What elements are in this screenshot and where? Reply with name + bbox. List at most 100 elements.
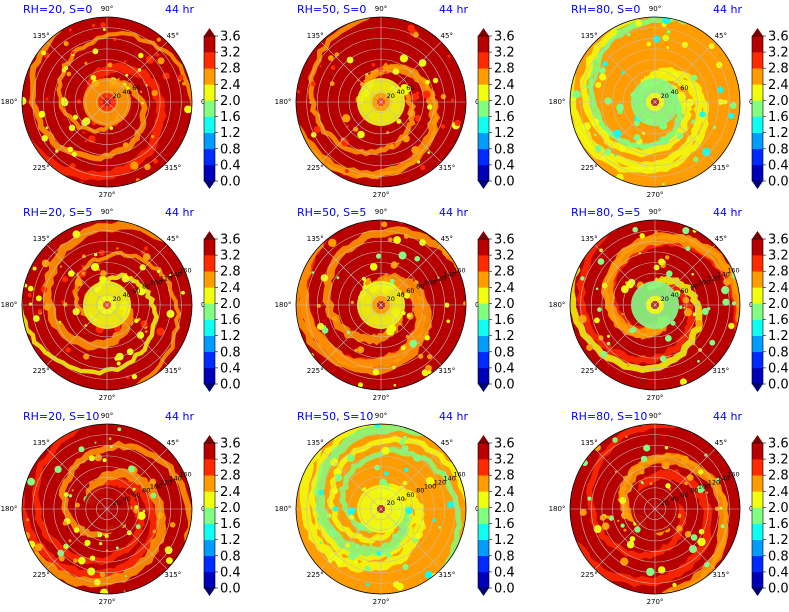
angular-gridline	[594, 41, 656, 103]
contour-cell	[666, 270, 673, 277]
colorbar-tick-label: 0.8	[768, 345, 789, 360]
contour-cell	[666, 30, 671, 34]
colorbar-band	[478, 255, 489, 272]
rain-band	[297, 240, 427, 369]
colorbar-band	[752, 539, 763, 557]
contour-cell	[137, 287, 146, 296]
colorbar-tick-label: 2.4	[494, 485, 515, 500]
contour-cell	[660, 355, 667, 363]
colorbar-band	[752, 555, 763, 573]
contour-cell	[438, 525, 442, 529]
contour-cell	[454, 119, 461, 126]
angle-tick-label: 315°	[712, 164, 729, 172]
contour-cell	[417, 160, 421, 164]
colorbar-tick-label: 3.2	[494, 249, 515, 264]
colorbar-tick-label: 1.6	[220, 110, 241, 125]
contour-cell	[126, 530, 132, 536]
rain-band	[23, 253, 153, 371]
radial-tick-label: 40	[670, 88, 678, 96]
angle-tick-label: 225°	[307, 571, 324, 579]
panel-title-left: RH=80, S=10	[571, 410, 647, 423]
contour-cell	[704, 561, 710, 568]
contour-cell	[709, 339, 716, 346]
angular-gridline	[654, 508, 716, 570]
colorbar-tick-label: 2.0	[220, 94, 241, 109]
contour-cell	[621, 313, 624, 316]
angle-tick-label: 135°	[307, 32, 324, 40]
contour-cell	[612, 437, 618, 443]
contour-cell	[169, 273, 173, 277]
contour-cell	[665, 335, 672, 342]
contour-cell	[595, 287, 599, 291]
contour-cell	[369, 543, 372, 547]
contour-cell	[37, 309, 42, 314]
contour-cell	[689, 545, 697, 553]
polar-frame	[21, 423, 193, 595]
contour-cell	[97, 268, 101, 271]
contour-cell	[67, 146, 74, 153]
contour-cell	[357, 130, 365, 139]
contour-cell	[675, 592, 682, 594]
radial-tick-label: 20	[113, 499, 121, 507]
contour-cell	[336, 276, 340, 280]
colorbar-band	[752, 164, 763, 182]
angle-tick-label: 135°	[581, 32, 598, 40]
contour-cell	[698, 469, 704, 475]
radial-tick-label: 40	[670, 495, 678, 503]
contour-cell	[82, 117, 91, 125]
angular-gridline	[594, 508, 656, 570]
radial-tick-label: 140	[443, 475, 455, 483]
contour-cell	[360, 338, 364, 341]
colorbar-extend-max	[752, 231, 763, 239]
contour-cell	[616, 173, 624, 182]
angular-gridline	[106, 101, 168, 163]
colorbar-band	[478, 52, 489, 69]
contour-cell	[716, 61, 723, 69]
colorbar-tick-label: 0.4	[768, 361, 789, 376]
contour-cell	[27, 285, 34, 292]
colorbar-band	[752, 100, 763, 117]
contour-cell	[99, 542, 103, 546]
colorbar-extend-max	[204, 231, 215, 239]
rain-band	[579, 17, 693, 158]
contour-cell	[356, 530, 360, 533]
contour-cell	[617, 519, 620, 522]
radial-tick-label: 140	[443, 271, 455, 279]
contour-cell	[418, 353, 424, 359]
angle-tick-label: 315°	[712, 571, 729, 579]
colorbar: 0.0 0.40.81.21.62.02.42.83.23.6	[477, 435, 515, 597]
panel-title-right: 44 hr	[713, 410, 742, 423]
contour-cell	[366, 582, 370, 587]
radial-tick-label: 20	[661, 295, 669, 303]
colorbar-band	[752, 271, 763, 288]
contour-cell	[81, 271, 86, 276]
radial-tick-label: 100	[424, 483, 436, 491]
contour-cell	[329, 81, 335, 86]
colorbar-band	[204, 255, 215, 272]
panel-title-right: 44 hr	[713, 3, 742, 16]
colorbar-tick-label: 2.8	[494, 265, 515, 280]
contour-cell	[335, 556, 343, 565]
contour-cell	[440, 124, 446, 129]
angle-tick-label: 225°	[33, 164, 50, 172]
colorbar-band	[204, 36, 215, 53]
contour-cell	[679, 378, 687, 386]
colorbar-tick-label: 2.8	[494, 62, 515, 77]
contour-cell	[446, 319, 451, 324]
angular-gridline	[594, 244, 656, 306]
contour-cell	[427, 104, 433, 110]
contour-cell	[662, 182, 665, 186]
colorbar-tick-label: 3.6	[220, 437, 241, 452]
polar-panel: 204060801001201401600°45°90°135°180°225°…	[1, 206, 209, 402]
colorbar-band	[478, 68, 489, 85]
polar-frame	[569, 219, 741, 391]
polar-frame	[21, 16, 193, 188]
angle-tick-label: 315°	[164, 571, 181, 579]
colorbar-tick-label: 2.4	[494, 78, 515, 93]
radial-tick-label: 100	[698, 279, 710, 287]
angular-gridline	[46, 508, 108, 570]
colorbar: 0.0 0.40.81.21.62.02.42.83.23.6	[477, 231, 515, 393]
contour-cell	[719, 506, 723, 510]
contour-cell	[157, 57, 165, 65]
colorbar-band	[478, 239, 489, 256]
